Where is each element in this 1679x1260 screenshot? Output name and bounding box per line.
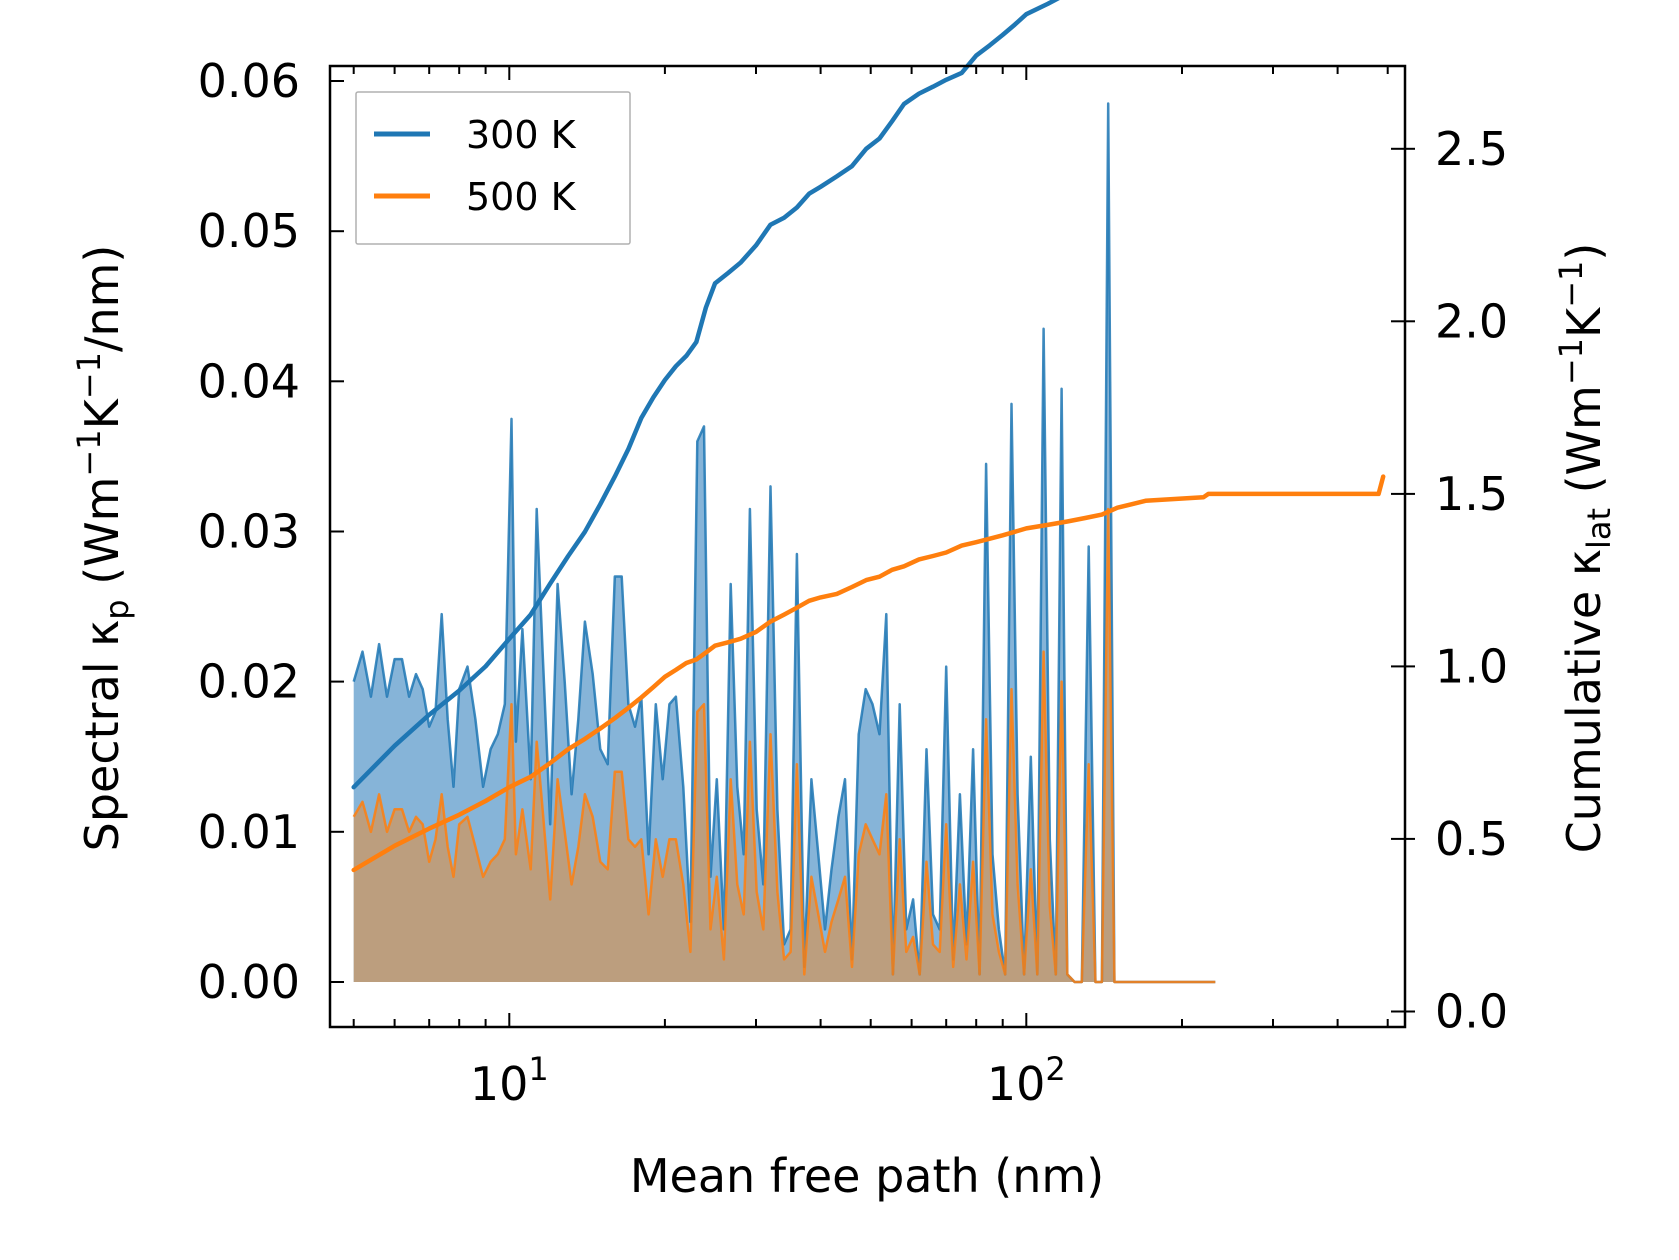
y-right-tick-label: 2.0	[1435, 294, 1508, 348]
y-right-tick-label: 1.0	[1435, 639, 1508, 693]
y-left-tick-label: 0.00	[198, 955, 300, 1009]
x-tick-label: 101	[470, 1050, 549, 1111]
y-left-axis-ticks: 0.00 0.01 0.02 0.03 0.04 0.05 0.06	[198, 54, 344, 1009]
y-right-tick-label: 1.5	[1435, 467, 1508, 521]
legend-box	[355, 91, 631, 245]
y-right-axis-ticks: 0.0 0.5 1.0 1.5 2.0 2.5	[1391, 122, 1508, 1039]
y-right-axis-label: Cumulative κlat (Wm−1K−1)	[1552, 243, 1618, 854]
y-left-tick-label: 0.04	[198, 354, 300, 408]
plot-frame	[328, 64, 1407, 1029]
x-tick-label: 102	[987, 1050, 1066, 1111]
legend-label-500k: 500 K	[466, 175, 577, 219]
y-right-tick-label: 2.5	[1435, 122, 1508, 176]
cumulative-line-300k	[351, 0, 1060, 790]
x-axis-ticks: 101 102	[352, 66, 1389, 1111]
y-left-tick-label: 0.05	[198, 204, 300, 258]
y-left-tick-label: 0.03	[198, 505, 300, 559]
y-left-tick-label: 0.01	[198, 805, 300, 859]
y-left-tick-label: 0.06	[198, 54, 300, 108]
y-right-tick-label: 0.0	[1435, 985, 1508, 1039]
x-axis-label: Mean free path (nm)	[630, 1149, 1104, 1203]
cumulative-line-500k	[351, 474, 1386, 873]
y-right-tick-label: 0.5	[1435, 812, 1508, 866]
spectral-line-300k	[352, 102, 1216, 984]
legend-label-300k: 300 K	[466, 113, 577, 157]
legend: 300 K 500 K	[355, 91, 631, 245]
spectral-lines	[352, 102, 1216, 984]
spectral-line-500k	[352, 507, 1216, 984]
cumulative-lines	[351, 0, 1386, 873]
y-left-tick-label: 0.02	[198, 655, 300, 709]
y-left-axis-label: Spectral κp (Wm−1K−1/nm)	[70, 245, 136, 852]
